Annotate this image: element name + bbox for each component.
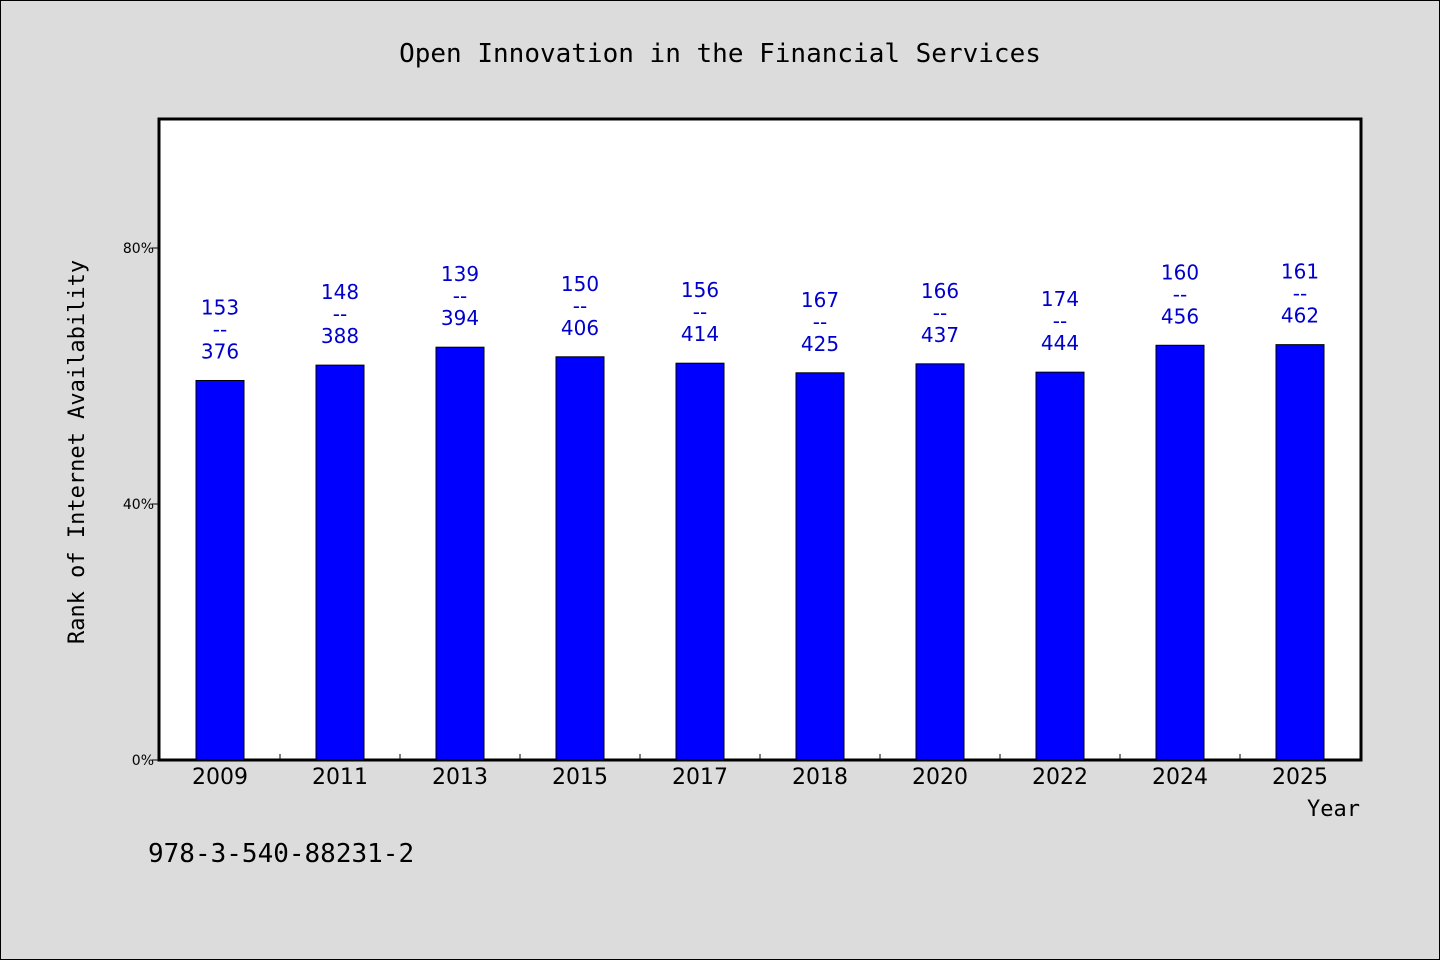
x-axis: 2009 2011 2013 2015 2017 2018 2020 2022 2024 2025	[192, 754, 1328, 790]
data-label-bottom-2022: 444	[1041, 331, 1079, 355]
data-label-sep-2025: --	[1293, 282, 1307, 306]
data-label-sep-2015: --	[573, 294, 587, 318]
data-label-bottom-2024: 456	[1161, 304, 1199, 328]
data-label-sep-2022: --	[1053, 309, 1067, 333]
data-label-sep-2009: --	[213, 317, 227, 341]
y-axis: 0% 40% 80%	[123, 241, 160, 769]
data-label-bottom-2017: 414	[681, 322, 719, 346]
bar-2025	[1275, 344, 1325, 761]
bar-2013	[435, 346, 485, 761]
data-label-sep-2017: --	[693, 300, 707, 324]
data-label-sep-2018: --	[813, 310, 827, 334]
x-tick-label-2022: 2022	[1032, 765, 1088, 790]
x-tick-label-2024: 2024	[1152, 765, 1208, 790]
x-tick-label-2013: 2013	[432, 765, 488, 790]
data-label-top-2025: 161	[1281, 260, 1319, 284]
data-label-bottom-2009: 376	[201, 339, 239, 363]
y-tick-label-80: 80%	[123, 241, 154, 257]
x-tick-label-2015: 2015	[552, 765, 608, 790]
x-tick-label-2011: 2011	[312, 765, 368, 790]
data-label-top-2024: 160	[1161, 260, 1199, 284]
data-label-bottom-2015: 406	[561, 316, 599, 340]
x-tick-label-2025: 2025	[1272, 765, 1328, 790]
bar-2015	[555, 356, 605, 761]
data-label-bottom-2013: 394	[441, 306, 479, 330]
data-label-top-2018: 167	[801, 288, 839, 312]
data-label-top-2009: 153	[201, 295, 239, 319]
bar-2024	[1155, 344, 1205, 761]
data-label-bottom-2025: 462	[1281, 304, 1319, 328]
y-axis-label: Rank of Internet Availability	[65, 260, 90, 644]
x-axis-label: Year	[1307, 797, 1360, 822]
data-label-top-2013: 139	[441, 262, 479, 286]
bar-2017	[675, 362, 725, 761]
data-labels: 153--376148--388139--394150--406156--414…	[201, 260, 1319, 364]
data-label-top-2022: 174	[1041, 287, 1079, 311]
bar-2009	[195, 379, 245, 761]
bar-2011	[315, 364, 365, 761]
data-label-bottom-2018: 425	[801, 332, 839, 356]
footnote-isbn: 978-3-540-88231-2	[148, 839, 414, 869]
bars	[195, 344, 1325, 761]
data-label-sep-2011: --	[333, 302, 347, 326]
data-label-top-2017: 156	[681, 278, 719, 302]
chart-title: Open Innovation in the Financial Service…	[399, 39, 1041, 69]
bar-2020	[915, 363, 965, 761]
data-label-bottom-2020: 437	[921, 323, 959, 347]
data-label-top-2011: 148	[321, 280, 359, 304]
y-tick-label-40: 40%	[123, 497, 154, 513]
x-tick-label-2009: 2009	[192, 765, 248, 790]
data-label-sep-2013: --	[453, 284, 467, 308]
x-tick-label-2017: 2017	[672, 765, 728, 790]
x-tick-label-2020: 2020	[912, 765, 968, 790]
data-label-sep-2020: --	[933, 301, 947, 325]
data-label-top-2020: 166	[921, 279, 959, 303]
data-label-bottom-2011: 388	[321, 324, 359, 348]
bar-2022	[1035, 371, 1085, 761]
bar-2018	[795, 372, 845, 761]
data-label-sep-2024: --	[1173, 282, 1187, 306]
y-tick-label-0: 0%	[132, 753, 154, 769]
data-label-top-2015: 150	[561, 272, 599, 296]
x-tick-label-2018: 2018	[792, 765, 848, 790]
